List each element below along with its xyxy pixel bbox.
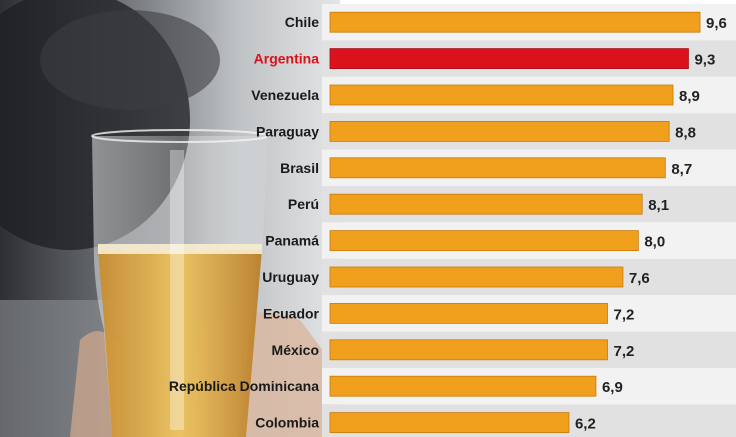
- category-label: Venezuela: [251, 87, 319, 103]
- category-label: Panamá: [265, 233, 319, 249]
- category-label: México: [272, 342, 319, 358]
- bar: [329, 375, 597, 397]
- bar: [329, 266, 624, 288]
- category-label: Paraguay: [256, 123, 319, 139]
- category-label: Chile: [285, 14, 319, 30]
- value-label: 8,8: [675, 124, 696, 141]
- value-label: 8,1: [648, 197, 669, 214]
- bar: [329, 84, 674, 106]
- value-label: 8,9: [679, 88, 700, 105]
- category-label: Ecuador: [263, 305, 320, 321]
- value-label: 9,6: [706, 15, 727, 32]
- value-label: 7,2: [614, 306, 635, 323]
- value-label: 6,2: [575, 416, 596, 433]
- bar: [329, 157, 666, 179]
- category-label: Colombia: [255, 415, 319, 431]
- category-label: Brasil: [280, 160, 319, 176]
- value-label: 8,7: [671, 161, 692, 178]
- category-label: Uruguay: [262, 269, 319, 285]
- category-label: República Dominicana: [169, 378, 319, 394]
- value-label: 8,0: [644, 234, 665, 251]
- category-label: Perú: [288, 196, 319, 212]
- bar: [329, 11, 701, 33]
- value-label: 9,3: [694, 52, 715, 69]
- bar: [329, 121, 670, 142]
- bar: [329, 339, 608, 361]
- bar: [329, 230, 639, 252]
- value-label: 7,2: [614, 343, 635, 360]
- bar: [329, 302, 608, 324]
- category-label: Argentina: [254, 51, 320, 67]
- bar-highlighted: [329, 48, 689, 69]
- value-label: 7,6: [629, 270, 650, 287]
- bar: [329, 412, 570, 434]
- bar: [329, 193, 643, 215]
- value-label: 6,9: [602, 379, 623, 396]
